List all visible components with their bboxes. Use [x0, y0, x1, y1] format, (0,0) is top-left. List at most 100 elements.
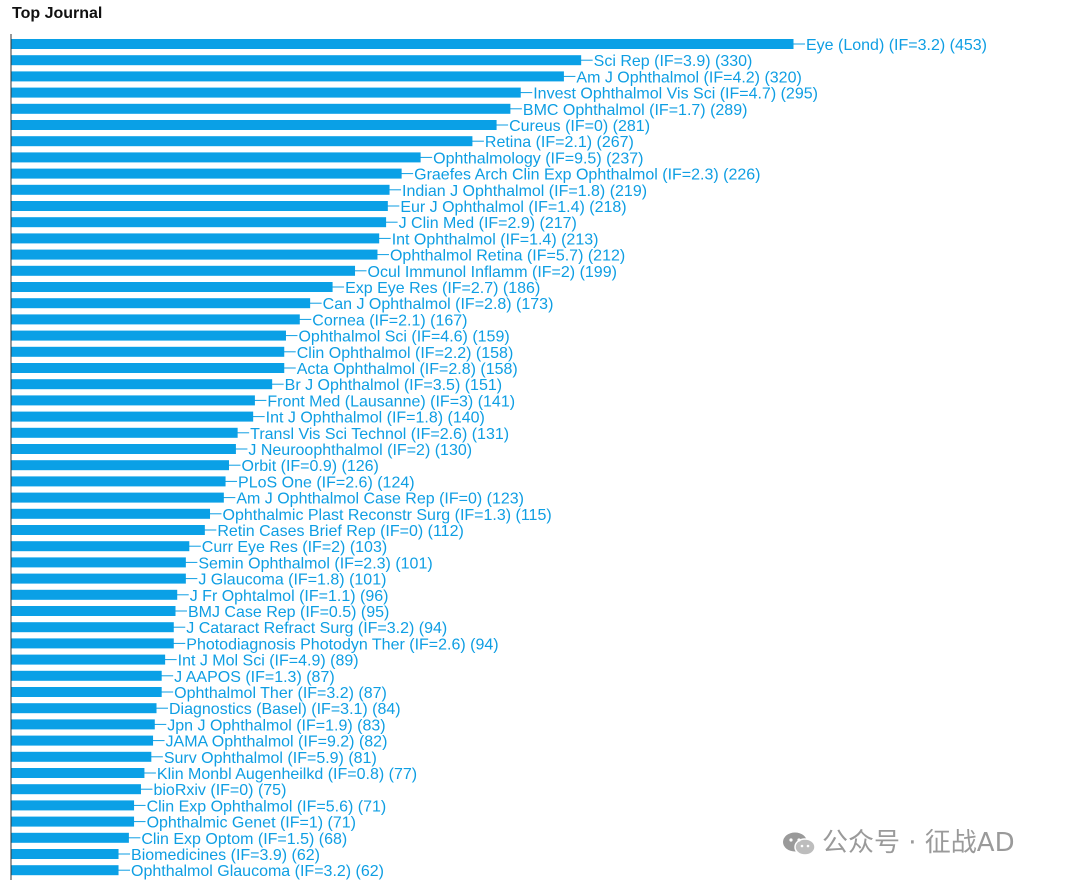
bar: [11, 703, 157, 714]
bar-label: Biomedicines (IF=3.9) (62): [131, 847, 320, 864]
bar: [11, 606, 176, 616]
bar-label: Surv Ophthalmol (IF=5.9) (81): [164, 750, 377, 767]
bar: [11, 508, 211, 519]
bar: [11, 768, 145, 778]
bar: [11, 816, 135, 827]
bar-label: Cornea (IF=2.1) (167): [312, 312, 467, 329]
bar-label: J Cataract Refract Surg (IF=3.2) (94): [186, 620, 447, 637]
bar: [11, 476, 226, 487]
bar: [11, 492, 224, 503]
bar-label: Graefes Arch Clin Exp Ophthalmol (IF=2.3…: [414, 167, 760, 184]
bar-label: Ophthalmic Plast Reconstr Surg (IF=1.3) …: [223, 507, 552, 524]
bar-label: Curr Eye Res (IF=2) (103): [202, 539, 387, 556]
bar-label: Photodiagnosis Photodyn Ther (IF=2.6) (9…: [186, 636, 498, 653]
bar-label: Ophthalmol Sci (IF=4.6) (159): [298, 329, 509, 346]
bar: [11, 557, 186, 568]
bar-label: Eye (Lond) (IF=3.2) (453): [806, 37, 987, 54]
bar: [11, 460, 230, 471]
bar: [11, 638, 174, 649]
bar-label: Br J Ophthalmol (IF=3.5) (151): [285, 377, 502, 394]
bar-label: Cureus (IF=0) (281): [509, 118, 650, 135]
bar-label: bioRxiv (IF=0) (75): [153, 782, 286, 799]
bar: [11, 784, 141, 795]
bar-label: Clin Ophthalmol (IF=2.2) (158): [297, 345, 514, 362]
bar: [11, 670, 162, 681]
bar-label: Ophthalmology (IF=9.5) (237): [433, 150, 643, 167]
chart-title: Top Journal: [12, 5, 103, 22]
bar-label: Can J Ophthalmol (IF=2.8) (173): [323, 296, 554, 313]
bar-label: Int J Mol Sci (IF=4.9) (89): [178, 653, 359, 670]
bar-label: PLoS One (IF=2.6) (124): [238, 474, 415, 491]
bar-label: Exp Eye Res (IF=2.7) (186): [345, 280, 540, 297]
bar: [11, 39, 794, 49]
bar: [11, 395, 255, 406]
bar: [11, 573, 186, 584]
bar: [11, 330, 286, 341]
bar: [11, 201, 388, 211]
bar-label: Eur J Ophthalmol (IF=1.4) (218): [400, 199, 626, 216]
bar: [11, 217, 387, 228]
bar: [11, 87, 521, 98]
bar: [11, 541, 190, 552]
bar: [11, 120, 497, 130]
bar: [11, 71, 564, 82]
bar-label: BMC Ophthalmol (IF=1.7) (289): [523, 102, 748, 119]
bar: [11, 282, 333, 292]
bar-label: Int J Ophthalmol (IF=1.8) (140): [266, 410, 485, 427]
bar: [11, 363, 285, 373]
bar: [11, 719, 155, 730]
bar: [11, 314, 300, 325]
bar: [11, 735, 154, 746]
bar-label: Ophthalmol Ther (IF=3.2) (87): [174, 685, 387, 702]
bar: [11, 233, 380, 244]
bar: [11, 379, 273, 390]
bar: [11, 444, 236, 454]
bar-label: Orbit (IF=0.9) (126): [242, 458, 379, 475]
bar-label: Diagnostics (Basel) (IF=3.1) (84): [169, 701, 401, 718]
bar-label: Clin Exp Ophthalmol (IF=5.6) (71): [147, 798, 387, 815]
bar-label: JAMA Ophthalmol (IF=9.2) (82): [166, 734, 388, 751]
bar-label: J Fr Ophtalmol (IF=1.1) (96): [190, 588, 389, 605]
bar: [11, 265, 356, 276]
bar: [11, 849, 119, 859]
bar-label: Indian J Ophthalmol (IF=1.8) (219): [402, 183, 647, 200]
bar: [11, 654, 166, 665]
bar: [11, 525, 205, 535]
bar: [11, 751, 152, 762]
bar-label: J Neuroophthalmol (IF=2) (130): [248, 442, 472, 459]
bar-label: Transl Vis Sci Technol (IF=2.6) (131): [250, 426, 509, 443]
bar-label: Retin Cases Brief Rep (IF=0) (112): [217, 523, 463, 540]
bar-label: Jpn J Ophthalmol (IF=1.9) (83): [167, 717, 385, 734]
bar: [11, 687, 162, 697]
bar-label: Retina (IF=2.1) (267): [485, 134, 634, 151]
bar-label: Am J Ophthalmol Case Rep (IF=0) (123): [236, 491, 524, 508]
bar: [11, 865, 119, 876]
bar-label: Front Med (Lausanne) (IF=3) (141): [267, 393, 515, 410]
bar: [11, 249, 378, 260]
bar-label: Klin Monbl Augenheilkd (IF=0.8) (77): [157, 766, 417, 783]
bar-label: Ophthalmol Retina (IF=5.7) (212): [390, 248, 625, 265]
bar: [11, 832, 129, 843]
bar-label: J Glaucoma (IF=1.8) (101): [198, 572, 386, 589]
bar: [11, 427, 238, 438]
bar: [11, 622, 174, 633]
bar-label: Invest Ophthalmol Vis Sci (IF=4.7) (295): [533, 86, 818, 103]
bar: [11, 152, 421, 163]
wechat-icon: [782, 831, 816, 857]
bar-label: Ocul Immunol Inflamm (IF=2) (199): [368, 264, 617, 281]
bar-label: J Clin Med (IF=2.9) (217): [399, 215, 577, 232]
bar-label: Ophthalmic Genet (IF=1) (71): [147, 815, 356, 832]
bar-label: Sci Rep (IF=3.9) (330): [594, 53, 753, 70]
bar-label: Am J Ophthalmol (IF=4.2) (320): [576, 69, 801, 86]
bar-label: Semin Ophthalmol (IF=2.3) (101): [198, 555, 432, 572]
bar: [11, 800, 135, 811]
bar: [11, 55, 582, 66]
bar-label: J AAPOS (IF=1.3) (87): [174, 669, 335, 686]
bar-label: Ophthalmol Glaucoma (IF=3.2) (62): [131, 863, 384, 880]
bar: [11, 136, 473, 147]
bar: [11, 184, 390, 195]
bar: [11, 589, 178, 600]
watermark-text: 公众号 · 征战AD: [822, 828, 1015, 858]
bar: [11, 103, 511, 114]
